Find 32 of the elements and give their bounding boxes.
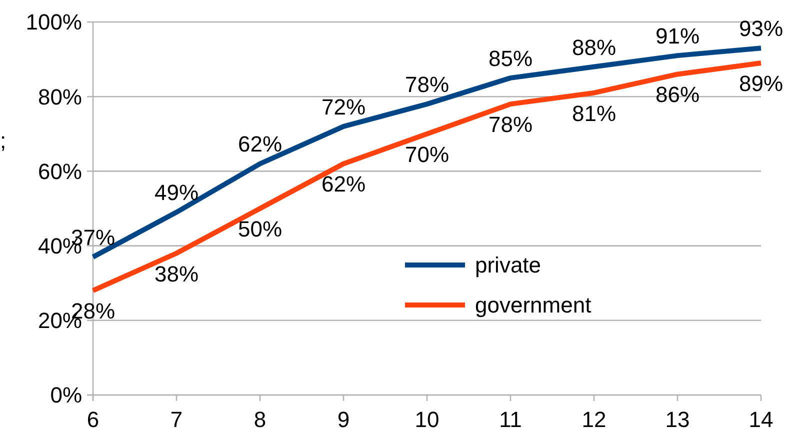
x-tick-label: 14 <box>748 407 774 432</box>
data-label: 78% <box>404 72 450 98</box>
y-axis-title: ; <box>0 128 6 153</box>
y-tick-label: 0% <box>50 382 82 408</box>
x-tick-label: 12 <box>582 407 606 432</box>
x-tick-label: 6 <box>86 407 100 432</box>
data-label: 89% <box>738 71 784 96</box>
data-label: 86% <box>655 82 700 108</box>
data-label: 93% <box>738 16 784 42</box>
x-tick-label: 13 <box>665 407 690 432</box>
y-tick-label: 80% <box>38 84 82 110</box>
data-label: 88% <box>572 34 616 60</box>
data-label: 85% <box>488 46 533 71</box>
data-label: 91% <box>655 24 700 49</box>
x-tick-label: 10 <box>414 407 440 432</box>
data-label: 49% <box>154 180 199 206</box>
legend-label: private <box>475 252 542 278</box>
legend-label: government <box>475 292 592 318</box>
data-label: 38% <box>154 261 199 286</box>
x-tick-label: 9 <box>337 407 350 432</box>
data-label: 50% <box>238 216 282 242</box>
data-label: 62% <box>321 172 366 197</box>
x-tick-label: 8 <box>254 407 266 432</box>
data-label: 81% <box>572 100 616 126</box>
data-label: 70% <box>404 142 450 167</box>
x-tick-label: 11 <box>499 407 522 432</box>
y-tick-label: 100% <box>26 10 82 35</box>
data-label: 72% <box>321 94 366 120</box>
data-label: 78% <box>488 112 533 138</box>
y-tick-label: 60% <box>38 158 82 184</box>
data-label: 62% <box>238 132 282 157</box>
x-tick-label: 7 <box>170 407 183 432</box>
